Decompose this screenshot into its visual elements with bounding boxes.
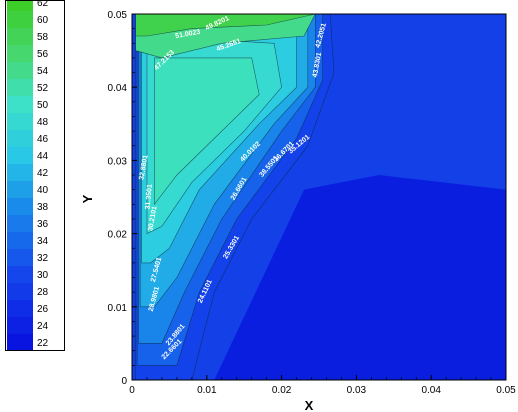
colorbar-swatch: [7, 11, 33, 28]
colorbar-frame: [5, 0, 65, 351]
colorbar-label: 22: [37, 338, 49, 349]
x-tick-label: 0: [129, 385, 135, 396]
colorbar-swatch: [7, 147, 33, 164]
colorbar-label: 32: [37, 253, 49, 264]
x-tick-label: 0.01: [197, 385, 217, 396]
colorbar-swatch: [7, 232, 33, 249]
contour-label: 31.3501: [145, 184, 154, 210]
colorbar-label: 46: [37, 134, 49, 145]
colorbar-swatch: [7, 249, 33, 266]
colorbar-label: 62: [37, 0, 49, 9]
y-tick-label: 0.05: [108, 10, 128, 21]
colorbar: 62 60 58 56 54 52 50 48 46 44 42 40 38 36 34 32 30 28 26 24…: [5, 0, 65, 351]
colorbar-swatch: [7, 28, 33, 45]
colorbar-label: 48: [37, 117, 49, 128]
plot-frame: [131, 13, 507, 381]
y-tick-label: 0: [121, 376, 127, 387]
colorbar-swatch: [7, 198, 33, 215]
colorbar-label: 38: [37, 202, 49, 213]
colorbar-swatch: [7, 164, 33, 181]
colorbar-swatch: [7, 266, 33, 283]
contour-label: 30.2101: [147, 206, 158, 232]
x-tick-label: 0.05: [496, 385, 516, 396]
colorbar-label: 24: [37, 321, 49, 332]
x-axis-label: X: [305, 398, 314, 412]
y-tick-label: 0.02: [108, 230, 128, 241]
colorbar-label: 26: [37, 304, 49, 315]
contour-label: 43.8301: [312, 52, 323, 78]
colorbar-label: 42: [37, 168, 49, 179]
x-tick-label: 0.03: [347, 385, 367, 396]
colorbar-label: 50: [37, 100, 49, 111]
colorbar-swatch: [7, 283, 33, 300]
y-tick-label: 0.04: [108, 83, 128, 94]
colorbar-swatch: [7, 113, 33, 130]
colorbar-label: 36: [37, 219, 49, 230]
colorbar-label: 60: [37, 15, 49, 26]
x-tick-label: 0.02: [272, 385, 292, 396]
colorbar-swatch: [7, 334, 33, 351]
colorbar-label: 34: [37, 236, 49, 247]
colorbar-label: 54: [37, 66, 49, 77]
colorbar-label: 30: [37, 270, 49, 281]
colorbar-label: 58: [37, 32, 49, 43]
colorbar-swatch: [7, 96, 33, 113]
colorbar-swatch: [7, 181, 33, 198]
colorbar-swatch: [7, 300, 33, 317]
colorbar-swatch: [7, 130, 33, 147]
colorbar-label: 40: [37, 185, 49, 196]
colorbar-swatch: [7, 317, 33, 334]
colorbar-label: 56: [37, 49, 49, 60]
contour-band: [154, 57, 260, 206]
colorbar-swatch: [7, 79, 33, 96]
y-tick-label: 0.03: [108, 156, 128, 167]
colorbar-label: 44: [37, 151, 49, 162]
x-tick-label: 0.04: [421, 385, 441, 396]
y-tick-label: 0.01: [108, 303, 128, 314]
y-axis-label: Y: [80, 194, 95, 203]
contour-label: 32.8801: [138, 154, 149, 180]
colorbar-swatch: [7, 45, 33, 62]
field-low-region: [214, 175, 506, 380]
colorbar-label: 52: [37, 83, 49, 94]
colorbar-swatch: [7, 62, 33, 79]
colorbar-swatch: [7, 215, 33, 232]
colorbar-label: 28: [37, 287, 49, 298]
contour-label: 51.0023: [175, 29, 201, 40]
colorbar-swatch: [7, 0, 33, 11]
